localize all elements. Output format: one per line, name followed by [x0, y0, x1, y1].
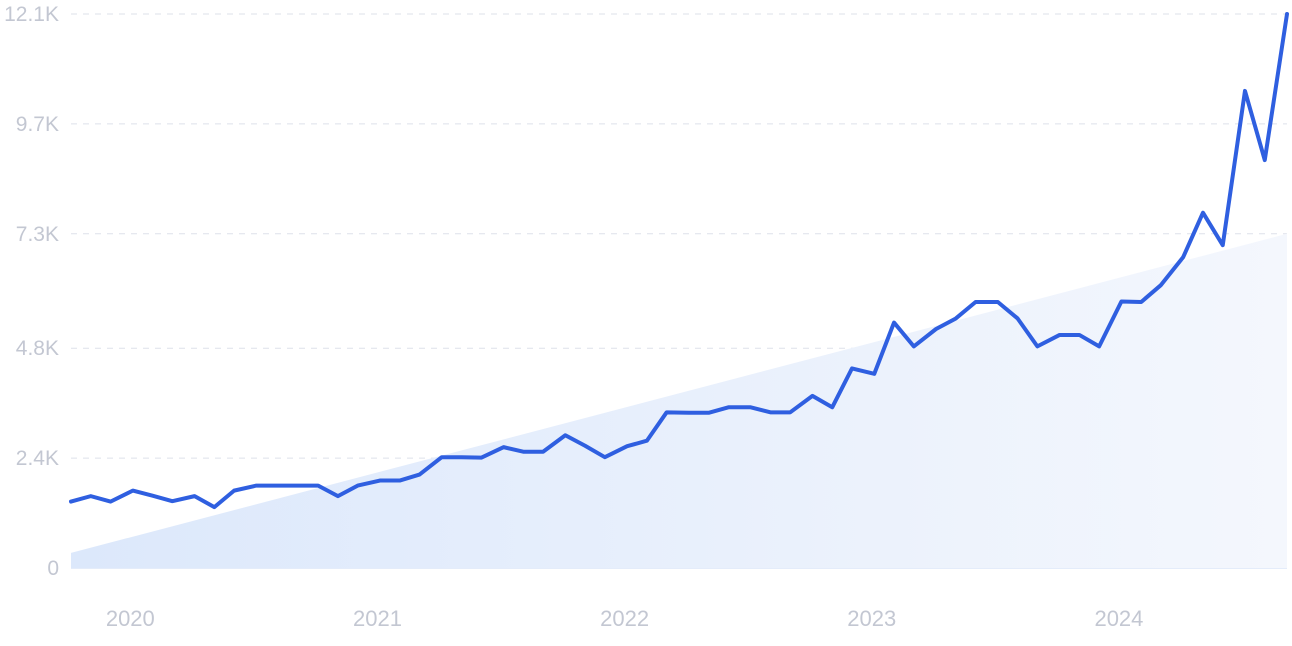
y-tick-label: 9.7K — [16, 113, 59, 136]
series-line — [69, 12, 1289, 510]
y-tick-label: 7.3K — [16, 223, 59, 246]
x-axis: 2020 2021 2022 2023 2024 — [106, 606, 1144, 631]
y-axis: 12.1K 9.7K 7.3K 4.8K 2.4K 0 — [4, 3, 59, 580]
y-tick-label: 0 — [47, 557, 59, 580]
trend-area-fill — [71, 233, 1287, 568]
series-layer — [69, 12, 1289, 510]
y-tick-label: 2.4K — [16, 447, 59, 470]
trend-area — [71, 233, 1287, 568]
y-tick-label: 4.8K — [16, 337, 59, 360]
y-tick-label: 12.1K — [4, 3, 59, 26]
x-tick-label: 2023 — [847, 606, 896, 631]
x-tick-label: 2021 — [353, 606, 402, 631]
x-tick-label: 2020 — [106, 606, 155, 631]
x-tick-label: 2022 — [600, 606, 649, 631]
x-tick-label: 2024 — [1094, 606, 1143, 631]
